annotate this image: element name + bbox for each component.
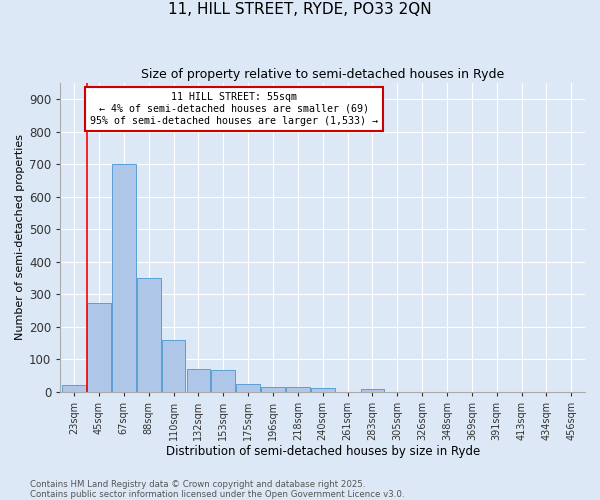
Bar	[286, 387, 310, 392]
Bar	[311, 388, 335, 392]
X-axis label: Distribution of semi-detached houses by size in Ryde: Distribution of semi-detached houses by …	[166, 444, 480, 458]
Text: Contains HM Land Registry data © Crown copyright and database right 2025.
Contai: Contains HM Land Registry data © Crown c…	[30, 480, 404, 499]
Bar	[62, 386, 86, 392]
Bar	[187, 369, 210, 392]
Title: Size of property relative to semi-detached houses in Ryde: Size of property relative to semi-detach…	[141, 68, 505, 80]
Text: 11 HILL STREET: 55sqm
← 4% of semi-detached houses are smaller (69)
95% of semi-: 11 HILL STREET: 55sqm ← 4% of semi-detac…	[89, 92, 377, 126]
Bar	[87, 302, 111, 392]
Bar	[112, 164, 136, 392]
Bar	[162, 340, 185, 392]
Bar	[361, 388, 384, 392]
Bar	[236, 384, 260, 392]
Text: 11, HILL STREET, RYDE, PO33 2QN: 11, HILL STREET, RYDE, PO33 2QN	[168, 2, 432, 18]
Y-axis label: Number of semi-detached properties: Number of semi-detached properties	[15, 134, 25, 340]
Bar	[211, 370, 235, 392]
Bar	[261, 387, 285, 392]
Bar	[137, 278, 161, 392]
